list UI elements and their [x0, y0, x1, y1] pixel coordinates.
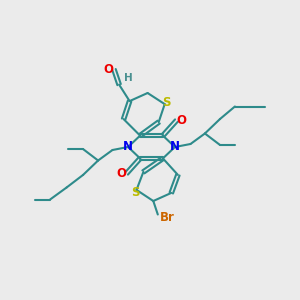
Text: S: S	[131, 186, 139, 200]
Text: S: S	[162, 96, 170, 109]
Text: O: O	[116, 167, 126, 180]
Text: O: O	[103, 63, 114, 76]
Text: H: H	[124, 73, 133, 83]
Text: O: O	[177, 114, 187, 127]
Text: N: N	[170, 140, 180, 154]
Text: N: N	[123, 140, 133, 154]
Text: Br: Br	[160, 211, 175, 224]
